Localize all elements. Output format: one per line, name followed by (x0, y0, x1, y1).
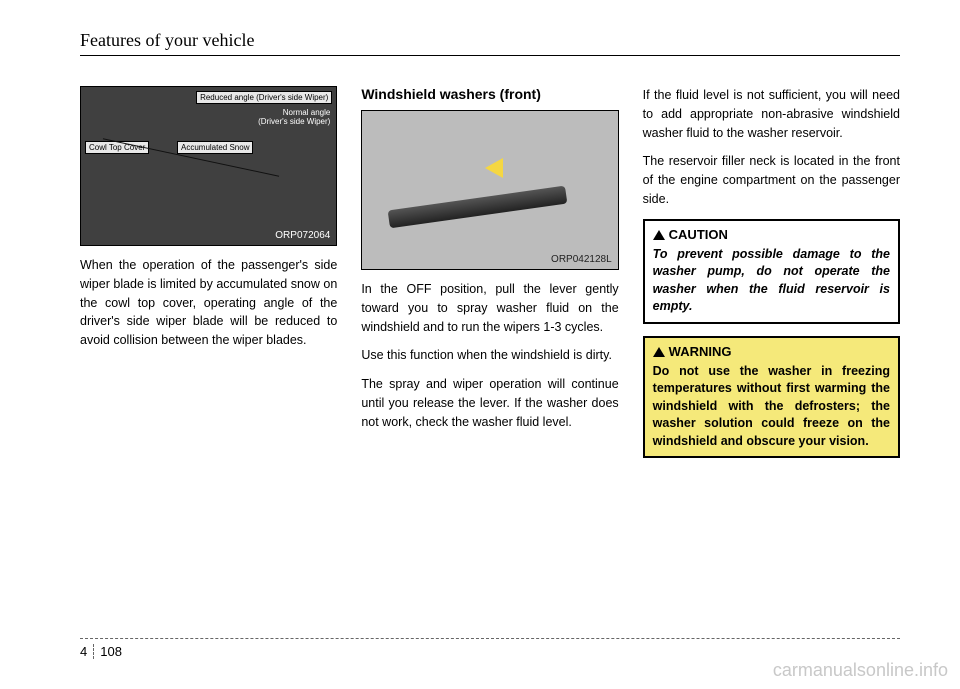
figure-code-2: ORP042128L (551, 254, 612, 265)
label-reduced-angle: Reduced angle (Driver's side Wiper) (196, 91, 332, 104)
column-2: Windshield washers (front) ORP042128L In… (361, 86, 618, 458)
warning-box: WARNING Do not use the washer in freez­i… (643, 336, 900, 459)
footer-rule (80, 638, 900, 639)
caution-title: CAUTION (653, 227, 890, 242)
watermark: carmanualsonline.info (773, 660, 948, 681)
lever-graphic (387, 186, 566, 229)
caution-icon (653, 230, 665, 240)
label-cowl-top: Cowl Top Cover (85, 141, 149, 154)
warning-text: Do not use the washer in freez­ing tempe… (653, 363, 890, 451)
washers-title: Windshield washers (front) (361, 86, 618, 102)
col2-para1: In the OFF position, pull the lever gent… (361, 280, 618, 336)
figure-code: ORP072064 (275, 230, 330, 241)
column-1: Reduced angle (Driver's side Wiper) Norm… (80, 86, 337, 458)
arrow-icon (485, 158, 503, 178)
chapter-number: 4 (80, 644, 94, 659)
label-accum-snow: Accumulated Snow (177, 141, 253, 154)
figure-washer-lever: ORP042128L (361, 110, 618, 270)
header-rule (80, 55, 900, 56)
label-normal-angle: Normal angle (Driver's side Wiper) (258, 109, 330, 127)
caution-box: CAUTION To prevent possible damage to th… (643, 219, 900, 324)
figure-wiper-diagram: Reduced angle (Driver's side Wiper) Norm… (80, 86, 337, 246)
page-no: 108 (100, 644, 122, 659)
warning-title: WARNING (653, 344, 890, 359)
content-columns: Reduced angle (Driver's side Wiper) Norm… (80, 86, 900, 458)
col2-para2: Use this function when the wind­shield i… (361, 346, 618, 365)
caution-text: To prevent possible damage to the washer… (653, 246, 890, 316)
col3-para1: If the fluid level is not sufficient, yo… (643, 86, 900, 142)
col1-para1: When the operation of the passen­ger's s… (80, 256, 337, 350)
column-3: If the fluid level is not sufficient, yo… (643, 86, 900, 458)
manual-page: Features of your vehicle Reduced angle (… (0, 0, 960, 689)
page-number: 4 108 (80, 644, 122, 659)
warning-icon (653, 347, 665, 357)
col3-para2: The reservoir filler neck is located in … (643, 152, 900, 208)
col2-para3: The spray and wiper operation will conti… (361, 375, 618, 431)
page-title: Features of your vehicle (80, 30, 900, 51)
